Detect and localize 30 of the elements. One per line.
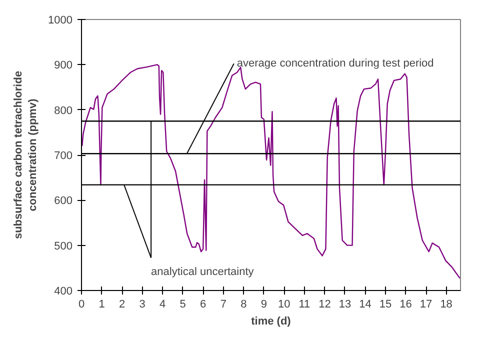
x-axis-title: time (d) — [251, 316, 292, 328]
x-tick-label: 18 — [440, 298, 452, 310]
annotation: average concentration during test period — [236, 58, 434, 70]
x-tick-label: 2 — [118, 298, 126, 310]
x-tick-label: 15 — [379, 298, 392, 310]
y-tick-label: 700 — [54, 150, 73, 162]
x-tick-label: 9 — [260, 298, 267, 310]
x-tick-label: 7 — [220, 298, 226, 310]
x-tick-label: 10 — [278, 298, 290, 310]
x-tick-label: 3 — [139, 298, 146, 310]
x-tick-label: 16 — [400, 298, 412, 310]
y-tick-label: 1000 — [48, 14, 73, 26]
x-tick-label: 0 — [78, 298, 85, 310]
y-tick-label: 500 — [54, 240, 73, 252]
y-tick-label: 600 — [54, 195, 73, 208]
x-tick-label: 11 — [298, 298, 310, 310]
x-tick-label: 14 — [359, 298, 372, 310]
y-axis-title: subsurface carbon tetrachloride concentration (ppmv) — [12, 70, 40, 240]
x-tick-label: 1 — [98, 298, 105, 310]
x-tick-label: 13 — [338, 298, 352, 310]
x-tick-label: 6 — [200, 298, 206, 310]
y-tick-label: 400 — [54, 286, 73, 298]
x-tick-label: 4 — [160, 298, 166, 310]
y-tick-label: 800 — [54, 104, 73, 117]
x-tick-label: 8 — [240, 298, 247, 310]
x-tick-label: 5 — [180, 298, 186, 310]
y-tick-label: 900 — [54, 60, 73, 72]
x-tick-label: 17 — [420, 298, 432, 310]
x-tick-label: 12 — [318, 298, 331, 310]
annotation: analytical uncertainty — [151, 266, 254, 278]
